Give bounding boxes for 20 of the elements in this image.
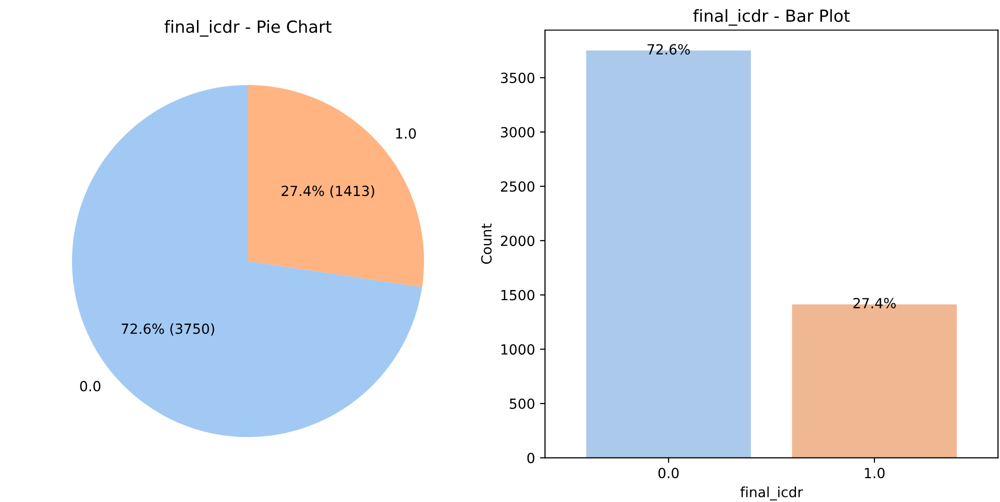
data-label: 27.4% (1413): [282, 185, 374, 198]
y-tick-label: 1000: [501, 344, 534, 355]
annotation: 27.4%: [853, 298, 896, 308]
y-tick-label: 2000: [500, 236, 534, 246]
chart-title: final_icdr - Pie Chart: [164, 20, 332, 37]
pie-slice: [72, 85, 422, 438]
y-tick-label: 1500: [501, 290, 534, 300]
data-label: 72.6% (3750): [122, 323, 214, 336]
slice-label: 1.0: [396, 128, 416, 139]
y-tick-label: 500: [510, 398, 534, 409]
y-tick-label: 3000: [500, 126, 534, 138]
pie-slice: [248, 85, 424, 288]
y-axis-title: Count: [481, 224, 492, 264]
y-tick-label: 2500: [500, 181, 534, 192]
x-axis-title: final_icdr: [740, 486, 803, 500]
y-tick-label: 3500: [500, 72, 534, 84]
annotation: 72.6%: [648, 44, 690, 55]
chart-title: final_icdr - Bar Plot: [693, 9, 850, 26]
y-tick-label: 0: [527, 452, 534, 464]
slice-label: 0.0: [80, 380, 100, 392]
